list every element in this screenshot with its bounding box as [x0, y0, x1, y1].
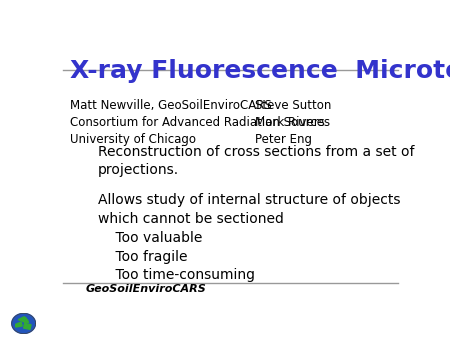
Text: Steve Sutton: Steve Sutton: [255, 99, 331, 112]
Text: Too fragile: Too fragile: [98, 249, 188, 264]
Text: X-ray Fluorescence  Microtomography: X-ray Fluorescence Microtomography: [70, 59, 450, 83]
Text: University of Chicago: University of Chicago: [70, 133, 196, 146]
Polygon shape: [23, 323, 31, 329]
Text: GeoSoilEnviroCARS: GeoSoilEnviroCARS: [86, 284, 207, 293]
Polygon shape: [18, 317, 27, 322]
Text: Matt Newville, GeoSoilEnviroCARS: Matt Newville, GeoSoilEnviroCARS: [70, 99, 272, 112]
Polygon shape: [16, 322, 22, 327]
Text: Allows study of internal structure of objects: Allows study of internal structure of ob…: [98, 193, 400, 208]
Text: Consortium for Advanced Radiation Sources: Consortium for Advanced Radiation Source…: [70, 116, 330, 129]
Text: Mark Rivers: Mark Rivers: [255, 116, 325, 129]
Text: which cannot be sectioned: which cannot be sectioned: [98, 212, 284, 226]
Text: Reconstruction of cross sections from a set of: Reconstruction of cross sections from a …: [98, 145, 414, 159]
Text: projections.: projections.: [98, 163, 179, 177]
Text: Peter Eng: Peter Eng: [255, 133, 312, 146]
Polygon shape: [24, 320, 29, 323]
Text: Too time-consuming: Too time-consuming: [98, 268, 255, 282]
Text: Too valuable: Too valuable: [98, 231, 202, 245]
Polygon shape: [12, 313, 36, 334]
